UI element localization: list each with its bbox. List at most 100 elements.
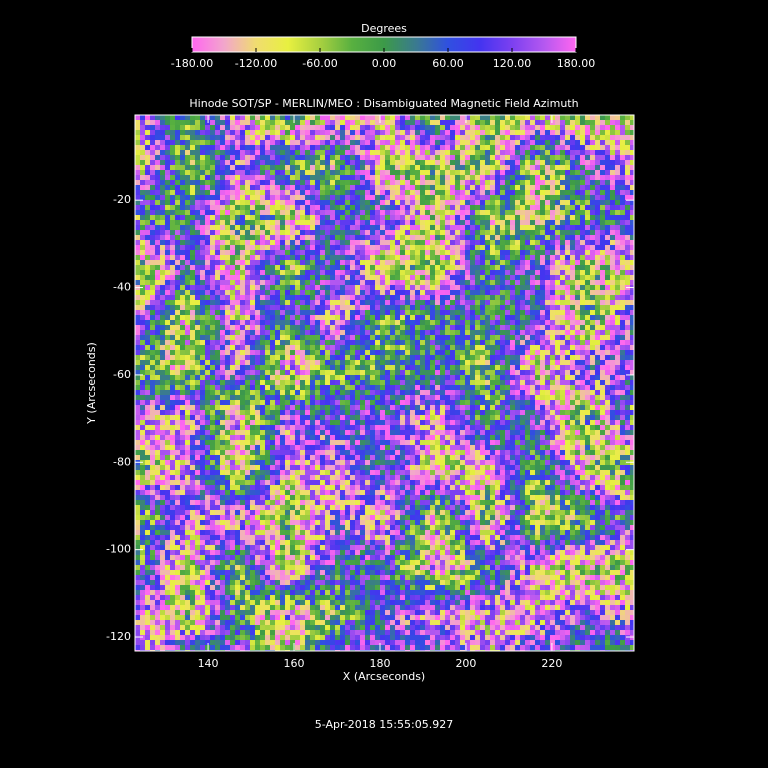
heatmap-cell xyxy=(180,265,185,270)
heatmap-cell xyxy=(305,260,310,265)
heatmap-cell xyxy=(175,210,180,215)
heatmap-cell xyxy=(510,160,515,165)
heatmap-cell xyxy=(305,205,310,210)
heatmap-cell xyxy=(330,175,335,180)
heatmap-cell xyxy=(160,345,165,350)
heatmap-cell xyxy=(355,165,360,170)
heatmap-cell xyxy=(240,155,245,160)
heatmap-cell xyxy=(445,255,450,260)
heatmap-cell xyxy=(260,195,265,200)
heatmap-cell xyxy=(330,310,335,315)
heatmap-cell xyxy=(230,215,235,220)
heatmap-cell xyxy=(440,215,445,220)
heatmap-cell xyxy=(580,215,585,220)
heatmap-cell xyxy=(495,350,500,355)
heatmap-cell xyxy=(515,195,520,200)
heatmap-cell xyxy=(495,160,500,165)
heatmap-cell xyxy=(400,220,405,225)
heatmap-cell xyxy=(625,170,630,175)
heatmap-cell xyxy=(410,115,415,120)
heatmap-cell xyxy=(215,245,220,250)
heatmap-cell xyxy=(355,265,360,270)
heatmap-cell xyxy=(135,315,140,320)
heatmap-cell xyxy=(385,210,390,215)
heatmap-cell xyxy=(465,270,470,275)
heatmap-cell xyxy=(380,355,385,360)
heatmap-cell xyxy=(300,170,305,175)
heatmap-cell xyxy=(600,275,605,280)
heatmap-cell xyxy=(490,280,495,285)
heatmap-cell xyxy=(165,340,170,345)
heatmap-cell xyxy=(250,305,255,310)
heatmap-cell xyxy=(540,195,545,200)
heatmap-cell xyxy=(440,230,445,235)
heatmap-cell xyxy=(250,160,255,165)
heatmap-cell xyxy=(355,275,360,280)
heatmap-cell xyxy=(420,240,425,245)
heatmap-cell xyxy=(260,315,265,320)
heatmap-cell xyxy=(390,225,395,230)
heatmap-cell xyxy=(610,115,615,120)
heatmap-cell xyxy=(530,330,535,335)
heatmap-cell xyxy=(430,145,435,150)
heatmap-cell xyxy=(440,240,445,245)
heatmap-cell xyxy=(620,270,625,275)
heatmap-cell xyxy=(485,345,490,350)
heatmap-cell xyxy=(430,240,435,245)
heatmap-cell xyxy=(135,170,140,175)
heatmap-cell xyxy=(500,300,505,305)
heatmap-cell xyxy=(430,250,435,255)
heatmap-cell xyxy=(300,150,305,155)
heatmap-cell xyxy=(280,220,285,225)
heatmap-cell xyxy=(460,155,465,160)
heatmap-cell xyxy=(205,125,210,130)
heatmap-cell xyxy=(370,295,375,300)
heatmap-cell xyxy=(365,235,370,240)
heatmap-cell xyxy=(355,190,360,195)
heatmap-cell xyxy=(170,345,175,350)
heatmap-cell xyxy=(450,120,455,125)
heatmap-cell xyxy=(540,305,545,310)
heatmap-cell xyxy=(610,210,615,215)
heatmap-cell xyxy=(610,265,615,270)
heatmap-cell xyxy=(260,160,265,165)
heatmap-cell xyxy=(550,240,555,245)
heatmap-cell xyxy=(200,260,205,265)
heatmap-cell xyxy=(515,170,520,175)
heatmap-cell xyxy=(510,345,515,350)
heatmap-cell xyxy=(280,235,285,240)
heatmap-cell xyxy=(180,360,185,365)
heatmap-cell xyxy=(540,220,545,225)
heatmap-cell xyxy=(520,360,525,365)
heatmap-cell xyxy=(495,285,500,290)
heatmap-cell xyxy=(265,325,270,330)
heatmap-cell xyxy=(435,355,440,360)
heatmap-cell xyxy=(430,185,435,190)
heatmap-cell xyxy=(605,245,610,250)
heatmap-cell xyxy=(605,115,610,120)
heatmap-cell xyxy=(470,200,475,205)
heatmap-cell xyxy=(140,115,145,120)
heatmap-cell xyxy=(345,140,350,145)
heatmap-cell xyxy=(315,265,320,270)
heatmap-cell xyxy=(485,195,490,200)
heatmap-cell xyxy=(510,170,515,175)
heatmap-cell xyxy=(510,115,515,120)
heatmap-cell xyxy=(605,355,610,360)
heatmap-cell xyxy=(615,215,620,220)
heatmap-cell xyxy=(605,145,610,150)
heatmap-cell xyxy=(455,240,460,245)
heatmap-cell xyxy=(255,230,260,235)
heatmap-cell xyxy=(460,225,465,230)
heatmap-cell xyxy=(440,265,445,270)
heatmap-cell xyxy=(235,205,240,210)
heatmap-cell xyxy=(630,230,634,235)
heatmap-cell xyxy=(365,330,370,335)
heatmap-cell xyxy=(565,310,570,315)
heatmap-cell xyxy=(305,255,310,260)
heatmap-cell xyxy=(505,285,510,290)
heatmap-cell xyxy=(510,280,515,285)
heatmap-cell xyxy=(495,180,500,185)
heatmap-cell xyxy=(570,360,575,365)
heatmap-cell xyxy=(415,275,420,280)
